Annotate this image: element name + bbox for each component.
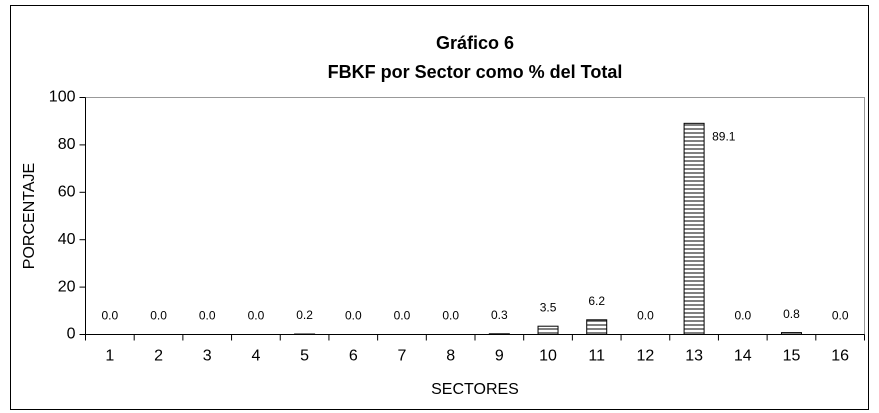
- bar: [780, 332, 802, 336]
- value-label: 0.0: [150, 309, 167, 323]
- value-label: 3.5: [540, 300, 557, 314]
- bar: [488, 333, 510, 336]
- y-axis-label: PORCENTAJE: [21, 163, 38, 269]
- value-label: 0.0: [102, 309, 119, 323]
- value-label: 0.3: [491, 308, 508, 322]
- value-label: 0.0: [248, 309, 265, 323]
- x-tick-label: 11: [588, 348, 605, 365]
- bar: [586, 319, 608, 335]
- y-tick-label: 40: [58, 231, 76, 248]
- y-tick-label: 20: [58, 278, 76, 295]
- x-tick-label: 10: [539, 348, 557, 365]
- value-label: 0.0: [442, 309, 459, 323]
- value-label: 0.0: [345, 309, 362, 323]
- x-tick-label: 2: [154, 348, 163, 365]
- x-tick-label: 16: [831, 348, 849, 365]
- x-tick-label: 8: [446, 348, 455, 365]
- bar: [537, 325, 559, 335]
- x-axis-label: SECTORES: [431, 381, 519, 398]
- chart-title: Gráfico 6: [436, 33, 514, 53]
- value-label: 0.0: [734, 309, 751, 323]
- x-tick-label: 6: [349, 348, 358, 365]
- value-label: 0.8: [783, 307, 800, 321]
- x-tick-label: 7: [398, 348, 407, 365]
- value-label: 0.0: [637, 309, 654, 323]
- value-label: 0.0: [199, 309, 216, 323]
- chart-subtitle: FBKF por Sector como % del Total: [328, 62, 623, 82]
- value-label: 89.1: [712, 130, 736, 144]
- value-label: 0.2: [296, 308, 313, 322]
- y-tick-label: 0: [67, 326, 76, 343]
- x-tick-label: 4: [251, 348, 260, 365]
- x-tick-label: 9: [495, 348, 504, 365]
- y-tick-label: 60: [58, 184, 76, 201]
- chart-border: [10, 5, 869, 410]
- y-tick-label: 100: [49, 89, 76, 106]
- x-tick-label: 3: [203, 348, 212, 365]
- value-label: 0.0: [832, 309, 849, 323]
- x-tick-label: 15: [783, 348, 801, 365]
- bar: [683, 122, 705, 336]
- x-tick-label: 12: [637, 348, 655, 365]
- x-tick-label: 13: [685, 348, 703, 365]
- x-tick-label: 1: [105, 348, 114, 365]
- x-tick-label: 5: [300, 348, 309, 365]
- x-tick-label: 14: [734, 348, 752, 365]
- y-tick-label: 80: [58, 136, 76, 153]
- value-label: 6.2: [588, 294, 605, 308]
- value-label: 0.0: [394, 309, 411, 323]
